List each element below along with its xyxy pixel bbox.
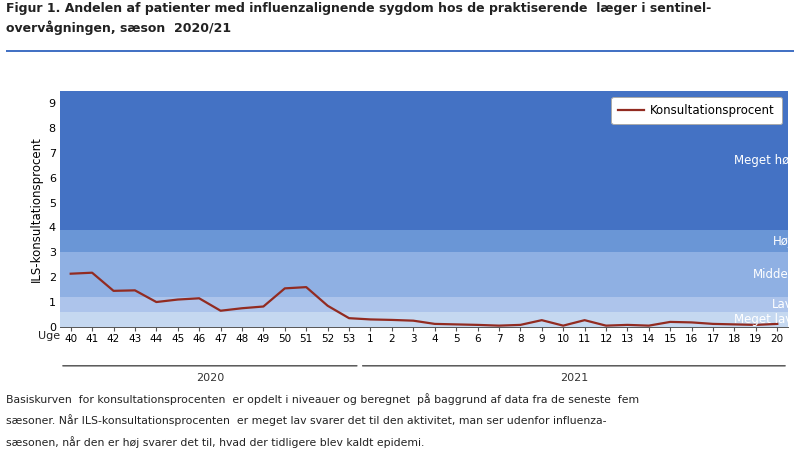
Text: Basiskurven  for konsultationsprocenten  er opdelt i niveauer og beregnet  på ba: Basiskurven for konsultationsprocenten e… [6, 393, 639, 405]
Text: overvågningen, sæson  2020/21: overvågningen, sæson 2020/21 [6, 20, 231, 35]
Text: sæsonen, når den er høj svarer det til, hvad der tidligere blev kaldt epidemi.: sæsonen, når den er høj svarer det til, … [6, 436, 425, 448]
Text: 2020: 2020 [196, 373, 224, 383]
Text: Høj: Høj [773, 235, 792, 247]
Bar [60, 252, 788, 297]
Text: 2021: 2021 [560, 373, 588, 383]
Bar [60, 297, 788, 312]
Text: Meget høj: Meget høj [734, 154, 792, 167]
Bar [60, 230, 788, 252]
Text: sæsoner. Når ILS-konsultationsprocenten  er meget lav svarer det til den aktivit: sæsoner. Når ILS-konsultationsprocenten … [6, 415, 607, 426]
Bar [60, 91, 788, 230]
Y-axis label: ILS-konsultationsprocent: ILS-konsultationsprocent [30, 136, 43, 282]
Text: Meget lav: Meget lav [734, 313, 792, 326]
Text: Uge: Uge [38, 331, 60, 341]
Text: Lav: Lav [771, 298, 792, 311]
Bar [60, 312, 788, 327]
Text: Middel: Middel [753, 268, 792, 281]
Legend: Konsultationsprocent: Konsultationsprocent [611, 97, 782, 124]
Text: Figur 1. Andelen af patienter med influenzalignende sygdom hos de praktiserende : Figur 1. Andelen af patienter med influe… [6, 2, 712, 15]
